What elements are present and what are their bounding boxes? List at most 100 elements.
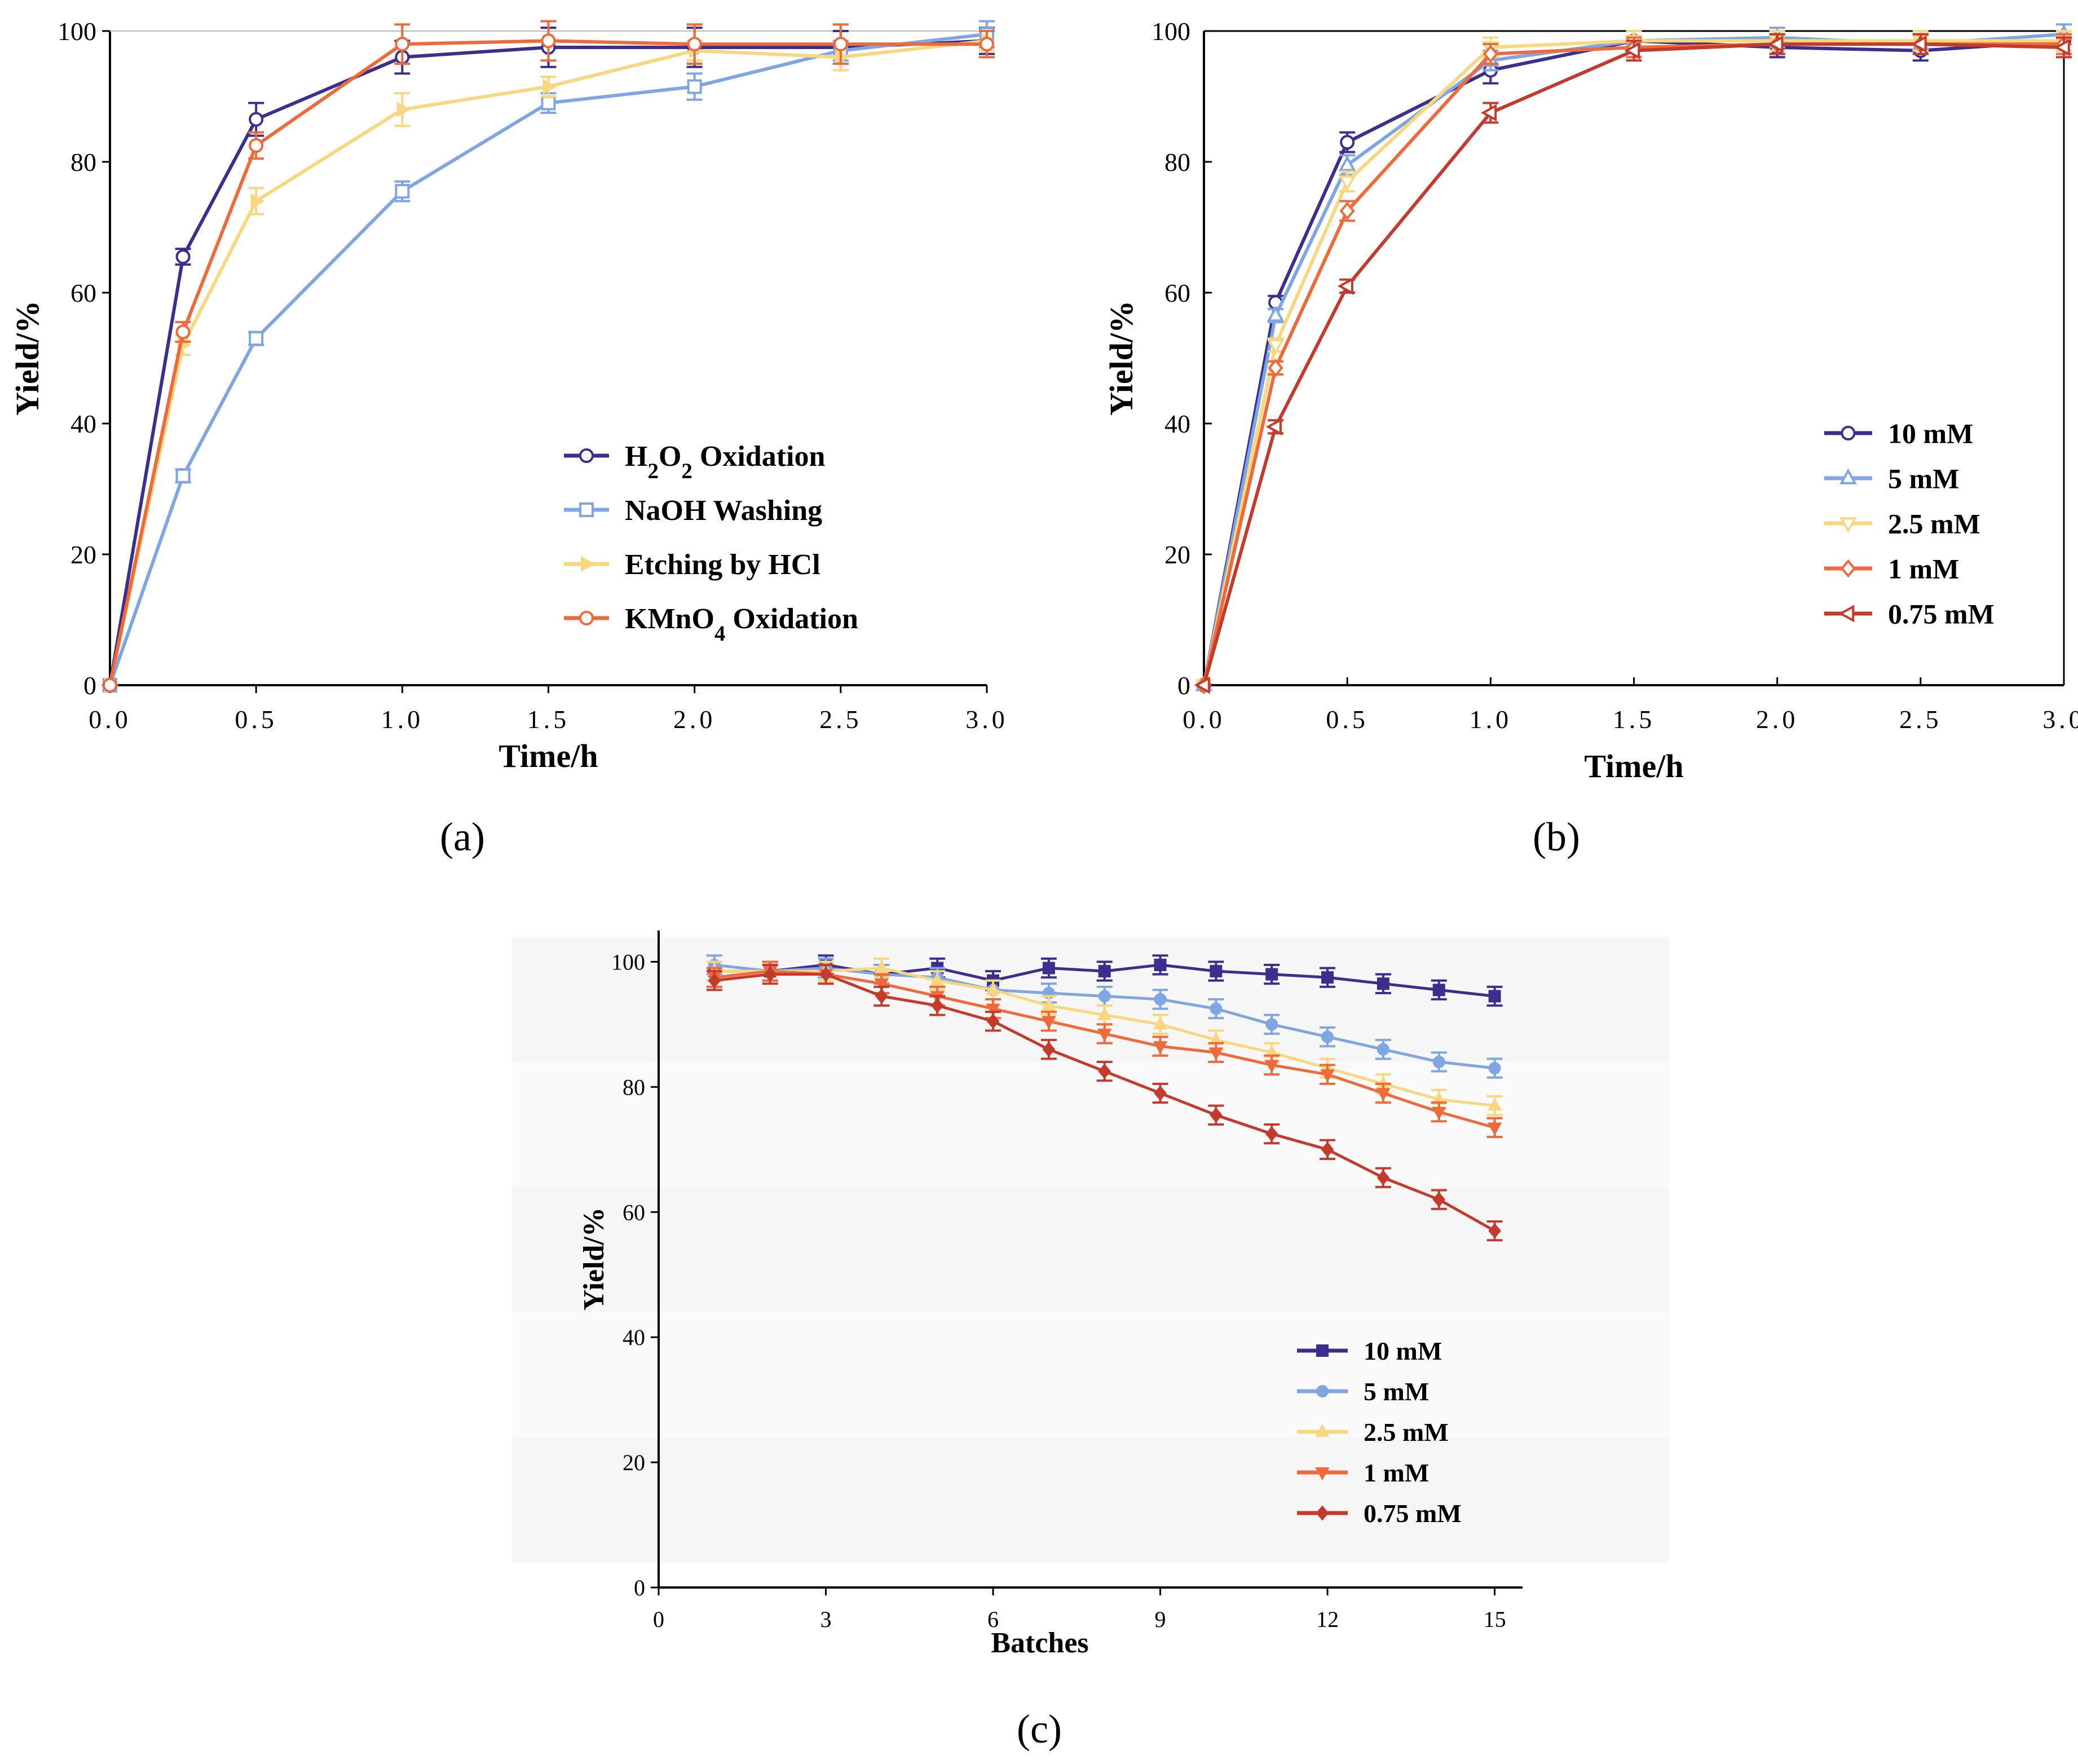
x-tick-label: 0.0 [89, 705, 131, 734]
data-point [1268, 359, 1283, 377]
y-tick-label: 0 [634, 1575, 645, 1600]
legend-label: 2.5 mM [1364, 1418, 1449, 1447]
data-point [687, 37, 702, 52]
x-tick-label: 6 [987, 1607, 999, 1632]
legend-label-part: 5 mM [1888, 463, 1959, 495]
legend-label: 2.5 mM [1888, 508, 1980, 540]
legend-swatch-marker [581, 556, 595, 572]
data-point [1265, 1018, 1278, 1031]
data-point [1432, 1106, 1446, 1120]
data-point [1488, 1062, 1501, 1075]
data-point [175, 324, 191, 339]
x-tick-label: 3 [820, 1607, 832, 1632]
legend-label-part: Oxidation [725, 603, 858, 635]
data-point [1767, 35, 1784, 53]
data-point [1487, 1122, 1502, 1136]
legend-swatch-marker [1839, 468, 1857, 484]
data-point [1432, 1192, 1446, 1207]
series-line [1202, 42, 2064, 686]
series-kmno4-oxidation [103, 20, 995, 693]
x-tick-label: 2.5 [1899, 705, 1942, 734]
data-point [874, 978, 889, 992]
data-point [103, 678, 117, 693]
data-point [249, 331, 264, 346]
data-point [249, 138, 264, 153]
x-tick-label: 12 [1316, 1607, 1339, 1632]
y-tick-label: 0 [83, 671, 96, 700]
legend-label: KMnO4 Oxidation [625, 603, 858, 646]
data-point [1210, 1002, 1223, 1015]
data-point [833, 37, 848, 52]
legend-swatch-marker [1315, 1467, 1330, 1481]
data-point [1042, 1016, 1056, 1029]
legend-label: H2O2 Oxidation [625, 440, 825, 483]
data-point [819, 967, 832, 982]
x-tick-label: 1.0 [1470, 705, 1512, 734]
legend-label-part: 10 mM [1364, 1337, 1442, 1365]
data-point [1376, 1043, 1389, 1056]
y-axis-label: Yield/% [9, 301, 46, 416]
y-tick-label: 60 [623, 1199, 645, 1225]
data-point [1376, 1088, 1391, 1101]
x-tick-label: 2.0 [673, 705, 716, 734]
data-point [1487, 1097, 1502, 1111]
y-tick-label: 80 [623, 1074, 645, 1100]
y-tick-label: 80 [1164, 148, 1190, 177]
data-point [1098, 990, 1111, 1003]
data-point [1208, 1047, 1224, 1061]
data-point [542, 78, 557, 95]
panel-c-chart: 0 20 40 60 80 100 0 3 6 9 12 15 Batches Yield/% 10 mM 5… [512, 930, 1669, 1659]
legend-swatch-marker [1840, 559, 1856, 578]
legend-label-part: Etching by HCl [625, 549, 820, 581]
legend-label-part: 0.75 mM [1888, 598, 1995, 630]
y-tick-label: 40 [1164, 409, 1190, 438]
legend-swatch-marker [1838, 605, 1855, 623]
legend-swatch-marker [579, 611, 594, 625]
data-point [1265, 418, 1282, 436]
legend-label-part: 2.5 mM [1888, 508, 1980, 540]
series-line [108, 39, 987, 686]
data-point [1194, 676, 1210, 694]
background-band [512, 1437, 1669, 1563]
data-point [1154, 959, 1167, 972]
data-point [2054, 38, 2070, 56]
series-line [1202, 39, 2064, 686]
legend-label-part: NaOH Washing [625, 495, 822, 527]
legend-label: 0.75 mM [1888, 598, 1995, 630]
legend-label: 1 mM [1888, 553, 1959, 585]
x-tick-label: 1.0 [381, 705, 424, 734]
x-tick-label: 9 [1155, 1607, 1166, 1632]
panel-b-chart: 0 20 40 60 80 100 0.0 0.5 1.0 1.5 2.0 2.5 3.0 Time/h Y… [1103, 17, 2078, 784]
data-point [986, 982, 1000, 995]
legend: H2O2 Oxidation NaOH Washing Etching by HCl… [564, 440, 858, 646]
series-0-75-mm [1194, 33, 2072, 694]
y-tick-label: 40 [623, 1325, 645, 1350]
legend-swatch-marker [1316, 1385, 1329, 1397]
legend-label-part: KMnO [625, 603, 714, 635]
x-axis-label: Time/h [1584, 748, 1683, 784]
y-tick-label: 100 [1151, 17, 1190, 46]
data-point [1098, 1064, 1111, 1079]
data-point [541, 33, 556, 48]
background-band [512, 1187, 1669, 1312]
y-tick-label: 60 [1164, 279, 1190, 307]
x-axis-label: Batches [991, 1627, 1088, 1659]
x-axis-label: Time/h [498, 738, 598, 774]
data-point [175, 249, 191, 264]
y-tick-label: 60 [70, 279, 96, 307]
y-tick-label: 100 [611, 949, 645, 974]
data-point [1338, 175, 1356, 192]
background-band [512, 937, 1669, 1062]
legend-swatch-marker [1316, 1344, 1329, 1357]
background-band [512, 1062, 1669, 1187]
data-point [835, 49, 850, 65]
x-tick-label: 2.5 [819, 705, 862, 734]
data-point [1264, 1060, 1279, 1073]
panel-a-chart: 0 20 40 60 80 100 0.0 0.5 1.0 1.5 2.0 2.5 3.0 Time/h Y… [9, 17, 1005, 774]
data-point [764, 967, 777, 982]
y-tick-label: 100 [58, 17, 96, 46]
data-point [1097, 1029, 1112, 1042]
data-point [1432, 984, 1445, 996]
data-point [541, 95, 556, 111]
